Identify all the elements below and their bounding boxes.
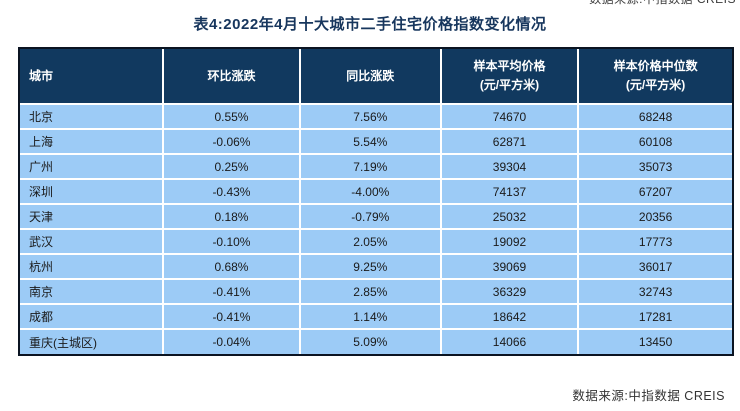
cell-median-price: 32743: [578, 278, 732, 304]
header-mom-change: 环比涨跌: [163, 49, 301, 104]
cell-mom-change: -0.43%: [163, 178, 301, 204]
cell-median-price: 36017: [578, 253, 732, 279]
cell-median-price: 35073: [578, 153, 732, 179]
table-row: 广州 0.25% 7.19% 39304 35073: [20, 153, 732, 179]
cell-median-price: 60108: [578, 128, 732, 154]
cell-yoy-change: 5.09%: [299, 328, 442, 354]
data-table-container: 城市 环比涨跌 同比涨跌 样本平均价格 (元/平方米) 样本价格中位数 (元/平…: [18, 47, 734, 356]
cell-yoy-change: -4.00%: [299, 178, 442, 204]
header-yoy-change: 同比涨跌: [299, 49, 442, 104]
cell-yoy-change: 1.14%: [299, 303, 442, 329]
cell-city: 杭州: [20, 253, 165, 279]
cell-city: 重庆(主城区): [20, 328, 165, 354]
cell-avg-price: 25032: [440, 203, 580, 229]
cell-median-price: 13450: [578, 328, 732, 354]
header-median-price: 样本价格中位数 (元/平方米): [578, 49, 732, 104]
table-row: 深圳 -0.43% -4.00% 74137 67207: [20, 178, 732, 204]
header-avg-price: 样本平均价格 (元/平方米): [440, 49, 580, 104]
cell-mom-change: 0.55%: [163, 103, 301, 129]
data-table: 城市 环比涨跌 同比涨跌 样本平均价格 (元/平方米) 样本价格中位数 (元/平…: [20, 49, 732, 354]
table-row: 武汉 -0.10% 2.05% 19092 17773: [20, 228, 732, 254]
table-row: 北京 0.55% 7.56% 74670 68248: [20, 103, 732, 129]
cell-avg-price: 18642: [440, 303, 580, 329]
cell-yoy-change: 5.54%: [299, 128, 442, 154]
cell-median-price: 68248: [578, 103, 732, 129]
table-row: 南京 -0.41% 2.85% 36329 32743: [20, 278, 732, 304]
cell-city: 南京: [20, 278, 165, 304]
cell-mom-change: 0.18%: [163, 203, 301, 229]
cell-avg-price: 62871: [440, 128, 580, 154]
table-row: 成都 -0.41% 1.14% 18642 17281: [20, 303, 732, 329]
cell-avg-price: 19092: [440, 228, 580, 254]
cell-avg-price: 14066: [440, 328, 580, 354]
cell-yoy-change: 2.85%: [299, 278, 442, 304]
cell-mom-change: -0.41%: [163, 278, 301, 304]
cell-yoy-change: 7.19%: [299, 153, 442, 179]
cell-avg-price: 74670: [440, 103, 580, 129]
cell-city: 上海: [20, 128, 165, 154]
page-title: 表4:2022年4月十大城市二手住宅价格指数变化情况: [193, 16, 547, 33]
header-avg-price-line2: (元/平方米): [479, 78, 540, 92]
cell-mom-change: -0.04%: [163, 328, 301, 354]
header-median-price-line2: (元/平方米): [625, 78, 686, 92]
cell-yoy-change: -0.79%: [299, 203, 442, 229]
cell-median-price: 17773: [578, 228, 732, 254]
cell-yoy-change: 9.25%: [299, 253, 442, 279]
cell-city: 成都: [20, 303, 165, 329]
cell-city: 武汉: [20, 228, 165, 254]
cell-avg-price: 39069: [440, 253, 580, 279]
cell-city: 天津: [20, 203, 165, 229]
cell-city: 广州: [20, 153, 165, 179]
table-row: 重庆(主城区) -0.04% 5.09% 14066 13450: [20, 328, 732, 354]
table-row: 上海 -0.06% 5.54% 62871 60108: [20, 128, 732, 154]
table-header-row: 城市 环比涨跌 同比涨跌 样本平均价格 (元/平方米) 样本价格中位数 (元/平…: [20, 49, 732, 104]
cell-mom-change: -0.06%: [163, 128, 301, 154]
data-source-note: 数据来源:中指数据 CREIS: [572, 389, 725, 403]
header-city: 城市: [20, 49, 165, 104]
cell-avg-price: 39304: [440, 153, 580, 179]
cell-mom-change: -0.10%: [163, 228, 301, 254]
cell-median-price: 17281: [578, 303, 732, 329]
cell-avg-price: 74137: [440, 178, 580, 204]
cell-city: 北京: [20, 103, 165, 129]
cell-mom-change: 0.25%: [163, 153, 301, 179]
cell-yoy-change: 7.56%: [299, 103, 442, 129]
header-median-price-line1: 样本价格中位数: [613, 59, 698, 74]
top-clipped-source-note: 数据来源:中指数据 CREIS: [589, 0, 736, 7]
cell-city: 深圳: [20, 178, 165, 204]
table-row: 杭州 0.68% 9.25% 39069 36017: [20, 253, 732, 279]
cell-mom-change: 0.68%: [163, 253, 301, 279]
cell-mom-change: -0.41%: [163, 303, 301, 329]
table-row: 天津 0.18% -0.79% 25032 20356: [20, 203, 732, 229]
cell-median-price: 67207: [578, 178, 732, 204]
header-avg-price-line1: 样本平均价格: [473, 59, 546, 74]
cell-avg-price: 36329: [440, 278, 580, 304]
cell-median-price: 20356: [578, 203, 732, 229]
cell-yoy-change: 2.05%: [299, 228, 442, 254]
